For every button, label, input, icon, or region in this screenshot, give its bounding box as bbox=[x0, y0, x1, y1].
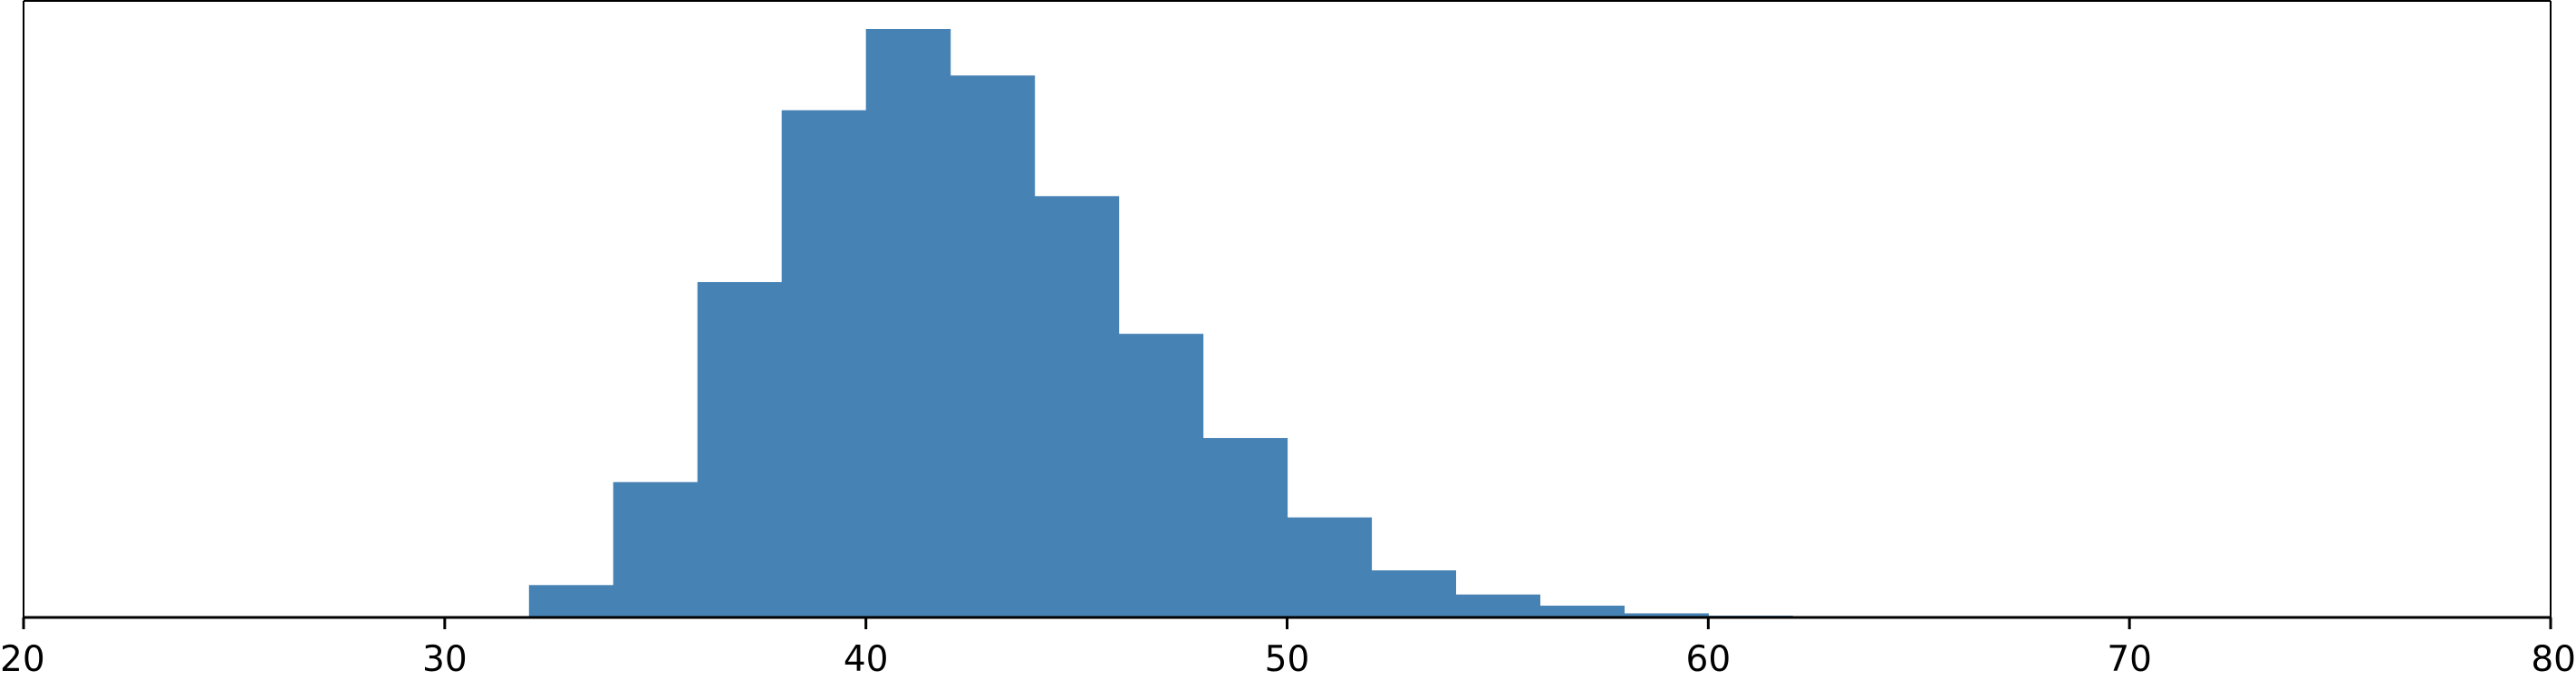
histogram-bar-40-42 bbox=[865, 29, 951, 617]
x-tick-label-40: 40 bbox=[844, 639, 889, 680]
x-tick-label-30: 30 bbox=[422, 639, 468, 680]
bars-group bbox=[528, 29, 1793, 617]
x-tick-label-60: 60 bbox=[1686, 639, 1732, 680]
histogram-bar-44-46 bbox=[1034, 196, 1120, 617]
histogram-bar-36-38 bbox=[697, 282, 783, 617]
histogram-bar-34-36 bbox=[613, 481, 699, 617]
histogram-bar-56-58 bbox=[1539, 606, 1625, 617]
histogram-bar-46-48 bbox=[1118, 334, 1204, 617]
x-tick-label-50: 50 bbox=[1265, 639, 1310, 680]
x-tick-label-70: 70 bbox=[2107, 639, 2152, 680]
x-axis-ticks: 20 30 40 50 60 70 80 bbox=[0, 617, 2576, 680]
x-tick-label-80: 80 bbox=[2531, 639, 2576, 680]
histogram-bar-32-34 bbox=[528, 585, 614, 617]
histogram-bar-58-60 bbox=[1624, 613, 1709, 617]
histogram-bar-52-54 bbox=[1371, 570, 1457, 617]
histogram-bar-48-50 bbox=[1202, 438, 1288, 617]
histogram-bar-50-52 bbox=[1287, 517, 1373, 617]
histogram-bar-42-44 bbox=[950, 75, 1036, 617]
histogram-bar-54-56 bbox=[1455, 594, 1540, 617]
histogram-bar-38-40 bbox=[781, 110, 867, 617]
x-tick-label-20: 20 bbox=[0, 639, 45, 680]
